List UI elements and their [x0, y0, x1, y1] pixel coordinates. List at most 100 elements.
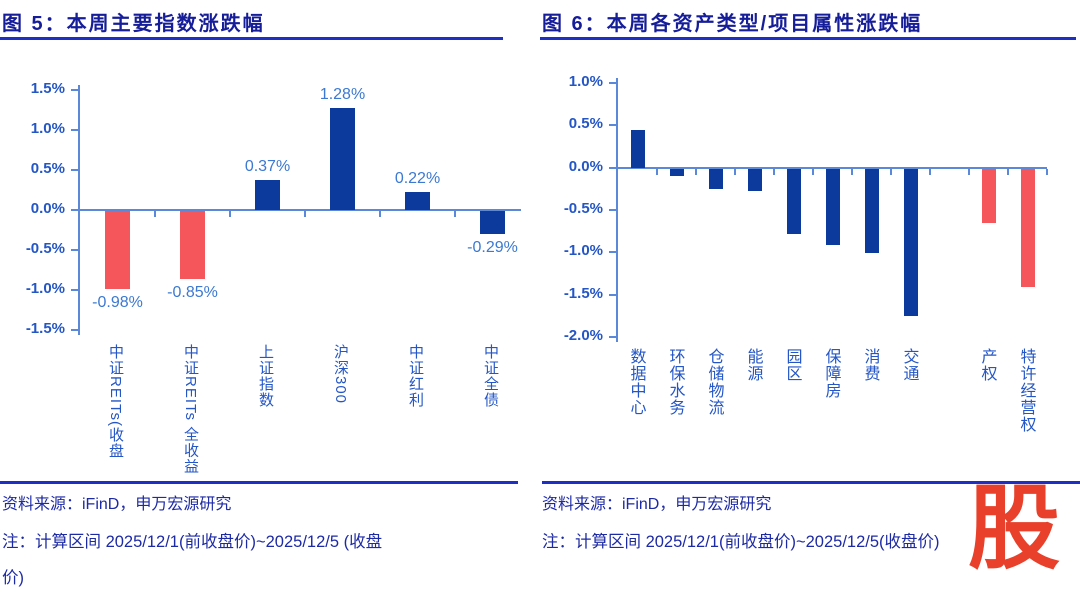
- y-tick-label: -2.0%: [563, 327, 603, 344]
- bar-value-label: -0.29%: [467, 239, 518, 257]
- x-axis-tick: [379, 211, 381, 217]
- figure5-title-rule: [0, 37, 503, 40]
- figure6-title-rule: [540, 37, 1076, 40]
- y-tick-label: 0.5%: [568, 115, 603, 133]
- category-label-能源: 能源: [744, 348, 762, 382]
- category-label-仓储物流: 仓储物流: [705, 348, 723, 416]
- zero-baseline: [618, 166, 1047, 169]
- bar-中证全债: [480, 211, 505, 235]
- bar-交通: [903, 168, 918, 316]
- bar-数据中心: [630, 130, 645, 168]
- category-label-特许经营权: 特许经营权: [1017, 348, 1035, 433]
- category-label-产权: 产权: [978, 348, 996, 382]
- y-tick-label: 0.5%: [30, 160, 65, 177]
- y-axis-tick: [71, 89, 79, 91]
- y-axis-tick: [71, 289, 79, 291]
- x-axis-tick: [695, 168, 697, 175]
- figure5-panel: 图 5：本周主要指数涨跌幅 1.5% 1.0% 0.5% 0.0% -0.5% -1.0%…: [0, 0, 540, 587]
- category-label-数据中心: 数据中心: [627, 348, 645, 416]
- y-axis-tick: [609, 209, 617, 211]
- bar-产权: [981, 168, 996, 223]
- x-axis-tick: [812, 168, 814, 175]
- y-tick-label: -1.0%: [25, 280, 65, 297]
- y-axis-tick: [71, 169, 79, 171]
- category-label-环保水务: 环保水务: [666, 348, 684, 416]
- bar-中证REITs 全收益: [180, 211, 205, 279]
- y-axis-tick: [609, 124, 617, 127]
- y-axis-line: [78, 85, 80, 335]
- figure5-source-text: 资料来源：iFinD，申万宏源研究: [2, 496, 232, 513]
- bar-保障房: [825, 168, 840, 245]
- x-axis-tick: [734, 168, 736, 175]
- y-tick-label: -0.5%: [25, 240, 65, 257]
- x-axis-tick: [968, 168, 970, 175]
- bar-value-label: 0.22%: [394, 170, 441, 188]
- y-tick-label: 0.0%: [30, 200, 65, 217]
- category-label-上证指数: 上证指数: [257, 344, 274, 408]
- bar-中证红利: [405, 192, 430, 210]
- category-label-园区: 园区: [783, 348, 801, 382]
- y-tick-label: -1.0%: [563, 242, 603, 260]
- category-label-保障房: 保障房: [822, 348, 840, 399]
- x-axis-tick: [1046, 168, 1048, 175]
- bar-能源: [747, 168, 762, 191]
- figure5-footer-rule: [0, 481, 518, 484]
- y-axis-tick: [71, 129, 79, 131]
- figure6-footer-rule: [542, 481, 1080, 484]
- category-label-中证全债: 中证全债: [482, 344, 499, 408]
- y-axis-tick: [609, 336, 617, 338]
- figure5-title: 图 5：本周主要指数涨跌幅: [2, 13, 265, 35]
- category-label-中证红利: 中证红利: [407, 344, 424, 408]
- x-axis-tick: [454, 211, 456, 217]
- bar-value-label: -0.98%: [92, 294, 143, 312]
- category-label-中证REITs 全收益: 中证REITs 全收益: [182, 344, 199, 475]
- y-axis-tick: [71, 329, 79, 331]
- figure6-note-text: 注：计算区间 2025/12/1(前收盘价)~2025/12/5(收盘价): [542, 533, 940, 551]
- y-axis-tick: [609, 251, 617, 254]
- y-tick-label: -1.5%: [25, 320, 65, 337]
- y-axis-tick: [609, 293, 617, 296]
- y-axis-tick: [609, 166, 617, 169]
- x-axis-tick: [656, 168, 658, 175]
- stock-watermark-character: 股: [968, 478, 1061, 580]
- figure6-source-text: 资料来源：iFinD，申万宏源研究: [542, 496, 772, 513]
- y-tick-label: 1.5%: [30, 80, 65, 97]
- x-axis-tick: [851, 168, 853, 175]
- bar-上证指数: [255, 180, 280, 210]
- y-tick-label: 1.0%: [30, 120, 65, 137]
- bar-value-label: 0.37%: [244, 158, 291, 176]
- y-tick-label: -1.5%: [563, 284, 603, 302]
- figure5-bar-chart: 1.5% 1.0% 0.5% 0.0% -0.5% -1.0% -1.5% -0.98% 中证R…: [0, 0, 540, 480]
- category-label-中证REITs(收盘: 中证REITs(收盘: [107, 344, 124, 459]
- figure6-title: 图 6：本周各资产类型/项目属性涨跌幅: [542, 13, 923, 35]
- y-tick-label: 0.0%: [568, 157, 603, 175]
- y-axis-line: [616, 78, 618, 342]
- bar-沪深300: [330, 107, 355, 210]
- x-axis-tick: [773, 168, 775, 175]
- y-axis-tick: [71, 209, 79, 211]
- figure6-bar-chart: 1.0% 0.5% 0.0% -0.5% -1.0% -1.5% -2.0% 数据中心 环保水务…: [540, 0, 1080, 480]
- y-tick-label: -0.5%: [563, 200, 603, 217]
- x-axis-tick: [1007, 168, 1009, 175]
- x-axis-tick: [229, 211, 231, 217]
- bar-value-label: -0.85%: [167, 284, 218, 301]
- x-axis-tick: [304, 211, 306, 217]
- bar-仓储物流: [708, 168, 723, 189]
- bar-特许经营权: [1020, 168, 1035, 288]
- bar-value-label: 1.28%: [319, 85, 366, 103]
- x-axis-tick: [890, 168, 892, 175]
- x-axis-tick: [929, 168, 931, 175]
- bar-环保水务: [669, 168, 684, 177]
- category-label-沪深300: 沪深300: [332, 344, 349, 405]
- y-axis-tick: [609, 82, 617, 84]
- figure5-note-text: 注：计算区间 2025/12/1(前收盘价)~2025/12/5 (收盘 价): [2, 533, 383, 587]
- zero-baseline: [80, 209, 521, 211]
- y-tick-label: 1.0%: [568, 73, 603, 90]
- y-axis-tick: [71, 249, 79, 251]
- bar-消费: [864, 168, 879, 254]
- x-axis-tick: [154, 211, 156, 217]
- figure6-panel: 图 6：本周各资产类型/项目属性涨跌幅 1.0% 0.5% 0.0% -0.5% -1.…: [540, 0, 1080, 597]
- category-label-消费: 消费: [861, 348, 879, 382]
- bar-园区: [786, 168, 801, 234]
